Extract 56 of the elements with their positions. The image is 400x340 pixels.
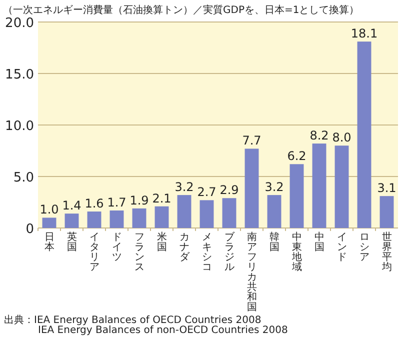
y-tick-label: 15.0 — [5, 68, 34, 82]
x-tick-label: 英国 — [66, 231, 77, 253]
y-tick-label: 0 — [26, 222, 34, 237]
bar — [334, 146, 349, 228]
data-label: 7.7 — [242, 134, 262, 148]
y-tick-label: 10.0 — [5, 119, 34, 134]
bar — [357, 42, 372, 228]
data-label: 2.9 — [220, 183, 239, 198]
x-tick-label: フランス — [134, 232, 144, 273]
data-label: 3.1 — [377, 181, 396, 196]
text: IEA Energy Balances of non-OECD Countries 2008 — [38, 325, 288, 336]
bar — [42, 218, 56, 228]
data-label: 2.1 — [152, 191, 172, 206]
bar — [222, 198, 236, 228]
bar — [64, 214, 79, 228]
x-tick-label: ブラジル — [224, 231, 236, 273]
bar — [244, 148, 259, 228]
bar — [290, 164, 304, 228]
source-note: 出典：IEA Energy Balances of OECD Countries 2008 — [4, 314, 262, 326]
x-tick-label: 日本 — [44, 232, 54, 253]
x-tick-label: 南アフリカ共和国 — [246, 231, 257, 313]
data-label: 1.0 — [40, 202, 59, 217]
data-label: 2.7 — [197, 185, 216, 200]
y-tick-label: 20.0 — [5, 16, 34, 31]
data-label: 1.9 — [130, 193, 149, 208]
data-label: 3.2 — [264, 180, 284, 194]
bar — [132, 208, 146, 228]
bar — [312, 144, 326, 228]
data-label: 1.7 — [107, 195, 126, 210]
y-axis-title: （一次エネルギー消費量（石油換算トン）／実質GDPを、日本=1として換算） — [3, 4, 360, 16]
bar — [177, 195, 192, 228]
data-label: 1.4 — [62, 198, 82, 213]
x-tick-label: メキシコ — [202, 232, 212, 273]
bar — [154, 206, 169, 228]
x-tick-label: インド — [336, 232, 347, 263]
x-tick-label: 中東地域 — [290, 231, 302, 273]
data-label: 18.1 — [350, 26, 378, 41]
bar — [200, 200, 214, 228]
data-label: 8.0 — [332, 130, 352, 145]
x-tick-label: 中国 — [314, 231, 324, 253]
x-tick-label: カナダ — [179, 232, 190, 263]
data-label: 3.2 — [174, 180, 194, 194]
data-label: 1.6 — [84, 196, 104, 211]
data-label: 6.2 — [287, 149, 306, 164]
x-tick-label: 米国 — [156, 231, 167, 253]
x-tick-label: ロシア — [359, 232, 370, 263]
y-tick-label: 5.0 — [13, 170, 34, 186]
x-tick-label: 韓国 — [269, 231, 280, 253]
bar — [110, 210, 124, 228]
data-label: 8.2 — [310, 128, 329, 143]
bar — [380, 196, 394, 228]
x-tick-label: 世界平均 — [380, 231, 392, 273]
x-tick-label: イタリア — [89, 232, 100, 273]
x-tick-label: ドイツ — [112, 232, 122, 263]
bar — [267, 195, 282, 228]
bar — [87, 212, 102, 228]
